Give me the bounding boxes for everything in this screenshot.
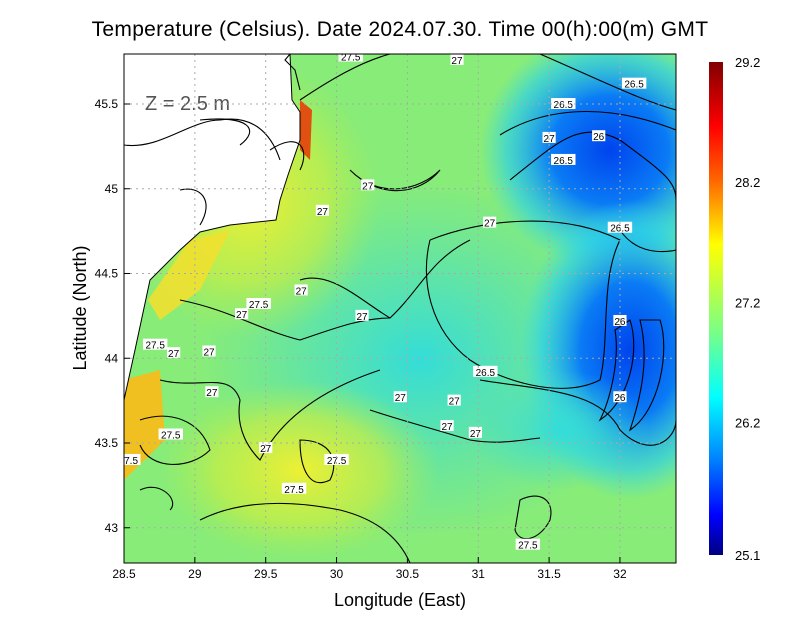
contour-label: 26 <box>614 393 626 404</box>
land-mass <box>124 54 301 401</box>
contour-label: 7.5 <box>124 456 138 467</box>
y-axis-label: Latitude (North) <box>70 245 90 370</box>
contour-label-bg <box>551 153 576 165</box>
contour-label: 27 <box>484 219 496 230</box>
contour-label-bg <box>607 221 633 233</box>
contour-label: 26 <box>614 317 626 328</box>
colorbar-label: 27.2 <box>735 295 760 310</box>
contour-label-bg <box>124 453 141 465</box>
contour-label: 27.5 <box>341 53 361 64</box>
contour-label: 27 <box>317 207 329 218</box>
contour-label-bg <box>281 482 307 494</box>
contour-label-bg <box>542 131 556 143</box>
plot-frame <box>123 53 677 564</box>
contour-label-bg <box>259 442 273 454</box>
contour-label-bg <box>592 130 606 142</box>
y-tick-label: 45 <box>105 182 119 196</box>
contour-label-bg <box>482 216 497 228</box>
x-tick-label: 29.5 <box>254 567 278 581</box>
contour-label-bg <box>142 338 168 350</box>
contour-label-bg <box>315 204 329 216</box>
colorbar-label: 29.2 <box>735 55 760 70</box>
x-ticks: 28.5 29 29.5 30 30.5 31 31.5 32 <box>112 557 627 581</box>
x-tick-label: 30 <box>330 567 344 581</box>
y-tick-label: 43 <box>105 521 119 535</box>
contour-label: 26.5 <box>554 156 574 167</box>
colorbar-label: 25.1 <box>735 548 760 563</box>
x-tick-label: 31.5 <box>537 567 561 581</box>
x-tick-label: 31 <box>472 567 486 581</box>
contour-label-bg <box>202 345 216 357</box>
contour-label-bg <box>473 365 498 377</box>
contour-label: 27 <box>449 397 461 408</box>
contour-label: 27 <box>442 422 454 433</box>
y-tick-label: 44 <box>105 351 119 365</box>
contour-label: 27 <box>203 347 215 358</box>
gridlines <box>124 54 676 563</box>
x-tick-label: 28.5 <box>112 567 136 581</box>
contour-label: 27 <box>451 56 463 67</box>
contour-label-bg <box>613 314 627 326</box>
contour-label: 27 <box>168 349 180 360</box>
x-tick-label: 30.5 <box>396 567 420 581</box>
y-tick-label: 45.5 <box>95 97 119 111</box>
contour-label-bg <box>235 308 249 320</box>
contour-label-bg <box>447 394 461 406</box>
contour-label: 27 <box>206 388 218 399</box>
contour-label-bg <box>450 54 464 65</box>
contour-label-bg <box>440 420 454 432</box>
colorbar-label: 28.2 <box>735 175 760 190</box>
y-tick-label: 44.5 <box>95 267 119 281</box>
contour-label-bg <box>338 54 363 62</box>
contour-label: 27.5 <box>284 485 304 496</box>
x-tick-label: 29 <box>188 567 202 581</box>
contour-label: 26 <box>593 132 605 143</box>
contour-label: 27 <box>356 312 368 323</box>
contour-label: 27 <box>362 181 374 192</box>
y-ticks: 45.5 45 44.5 44 43.5 43 <box>95 97 130 535</box>
contour-label: 27 <box>236 310 248 321</box>
contour-label: 27.5 <box>327 456 347 467</box>
contour-label: 26.5 <box>554 100 574 111</box>
contour-label: 26.5 <box>476 368 496 379</box>
contour-label-bg <box>246 298 271 310</box>
contour-label-bg <box>294 284 308 296</box>
contour-label: 27 <box>395 393 407 404</box>
colorbar <box>709 62 723 555</box>
contour-label-bg <box>393 391 407 403</box>
x-axis-label: Longitude (East) <box>334 590 466 610</box>
contour-label: 27.5 <box>145 341 165 352</box>
contour-label-bg <box>158 428 183 440</box>
contour-label-bg <box>324 453 349 465</box>
contour-label-bg <box>166 347 181 359</box>
contour-label-bg <box>515 538 541 550</box>
contour-label-bg <box>355 309 369 321</box>
figure-title: Temperature (Celsius). Date 2024.07.30. … <box>91 18 709 41</box>
contour-label-bg <box>468 426 483 438</box>
contour-label: 27.5 <box>161 431 181 442</box>
contour-label: 27 <box>296 286 308 297</box>
contour-label: 27 <box>470 429 482 440</box>
contour-label-bg <box>205 386 219 398</box>
colorbar-label: 26.2 <box>735 416 760 431</box>
colorbar-labels: 29.2 28.2 27.2 26.2 25.1 <box>735 55 760 563</box>
contour-label: 27.5 <box>249 300 269 311</box>
x-tick-label: 32 <box>613 567 627 581</box>
contour-label: 27 <box>260 444 272 455</box>
contour-label: 27.5 <box>518 541 538 552</box>
contour-label: 26.5 <box>624 80 644 91</box>
y-tick-label: 43.5 <box>95 436 119 450</box>
depth-label: Z = 2.5 m <box>145 93 230 115</box>
contour-label-bg <box>621 77 647 89</box>
contour-label-bg <box>361 179 375 191</box>
